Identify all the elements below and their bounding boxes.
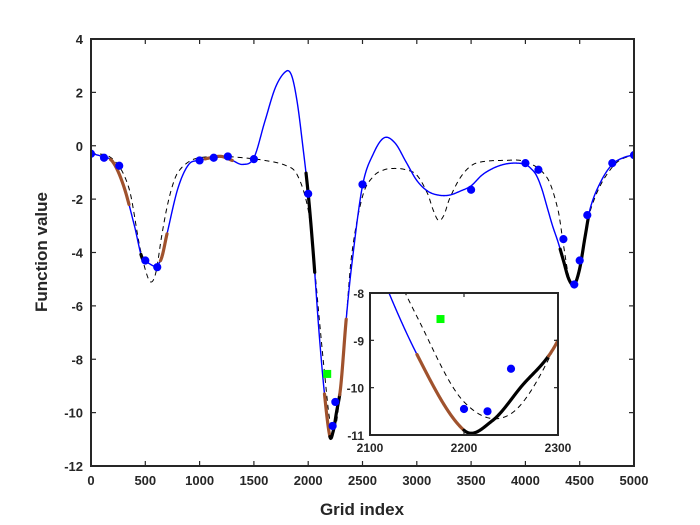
main-data-point-13 [467, 185, 476, 194]
x-tick-label-1500: 1500 [239, 473, 268, 488]
main-data-point-11 [331, 397, 340, 407]
inset-highlight-segment-7 [547, 338, 558, 358]
inset-axes: 2100 2200 2300 -11 -10 -9 -8 [347, 287, 572, 455]
main-highlight-segment-7 [338, 317, 348, 397]
main-data-point-14 [521, 158, 530, 168]
main-data-point-4 [153, 263, 162, 272]
x-tick-label-500: 500 [134, 473, 156, 488]
main-data-point-9 [304, 189, 313, 198]
main-data-point-16 [559, 235, 568, 244]
main-data-point-15 [534, 165, 543, 174]
inset-y-tick-label--8: -8 [353, 287, 364, 301]
inset-dashed-series-line [404, 293, 558, 420]
main-data-point-12 [358, 180, 367, 189]
inset-content [388, 293, 558, 435]
y-tick-label--12: -12 [64, 459, 83, 474]
main-highlight-segment-4 [304, 171, 317, 274]
main-data-point-6 [209, 153, 218, 162]
y-tick-label--6: -6 [71, 299, 83, 314]
main-data-point-3 [141, 256, 150, 265]
main-green-marker [323, 369, 332, 378]
x-tick-label-4500: 4500 [565, 473, 594, 488]
y-tick-label-0: 0 [76, 139, 83, 154]
main-data-point-20 [608, 158, 617, 168]
main-data-point-7 [223, 152, 232, 161]
x-tick-label-3000: 3000 [402, 473, 431, 488]
inset-y-tick-label--9: -9 [353, 334, 364, 348]
main-highlight-segment-5 [322, 392, 332, 439]
main-highlight-segment-0 [108, 157, 131, 207]
y-tick-label-2: 2 [76, 85, 83, 100]
main-data-point-1 [99, 153, 109, 162]
inset-highlight-segment-5 [415, 352, 466, 432]
y-axis-label: Function value [32, 192, 51, 312]
inset-green-marker [436, 315, 445, 324]
main-data-point-10 [328, 421, 337, 431]
x-tick-label-1000: 1000 [185, 473, 214, 488]
inset-x-tick-label-2100: 2100 [357, 441, 384, 455]
main-axes: 0 500 1000 1500 2000 2500 3000 3500 4000 4500 5000… [64, 32, 648, 488]
x-tick-label-3500: 3500 [457, 473, 486, 488]
x-axis-label: Grid index [320, 500, 405, 519]
main-data-point-17 [570, 280, 579, 289]
inset-y-tick-label--11: -11 [347, 429, 364, 443]
inset-x-tick-label-2300: 2300 [545, 441, 572, 455]
main-data-point-8 [249, 154, 258, 164]
main-highlight-segment-2 [158, 232, 169, 263]
main-data-point-5 [195, 156, 204, 165]
x-tick-label-2500: 2500 [348, 473, 377, 488]
x-tick-label-0: 0 [87, 473, 94, 488]
main-data-point-19 [583, 211, 592, 220]
x-tick-label-5000: 5000 [620, 473, 649, 488]
inset-highlight-segment-6 [462, 354, 551, 435]
inset-data-point-0 [459, 404, 469, 414]
main-data-point-18 [575, 256, 584, 265]
y-tick-label-4: 4 [76, 32, 84, 47]
y-tick-label--10: -10 [64, 406, 83, 421]
main-content [91, 69, 634, 441]
inset-x-tick-label-2200: 2200 [451, 441, 478, 455]
inset-data-point-2 [506, 364, 516, 373]
main-data-point-2 [115, 161, 124, 170]
y-tick-label--2: -2 [71, 192, 83, 207]
y-tick-label--4: -4 [71, 246, 83, 261]
main-dashed-series-line [91, 153, 634, 431]
y-tick-label--8: -8 [71, 352, 83, 367]
x-tick-label-4000: 4000 [511, 473, 540, 488]
inset-y-tick-label--10: -10 [347, 382, 365, 396]
inset-data-point-1 [483, 407, 492, 416]
x-tick-label-2000: 2000 [294, 473, 323, 488]
